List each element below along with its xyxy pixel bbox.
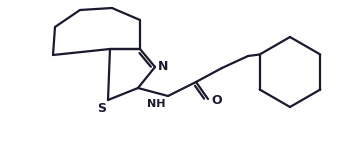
Text: O: O: [211, 93, 222, 106]
Text: N: N: [158, 60, 168, 73]
Text: S: S: [97, 102, 106, 115]
Text: NH: NH: [148, 99, 166, 109]
